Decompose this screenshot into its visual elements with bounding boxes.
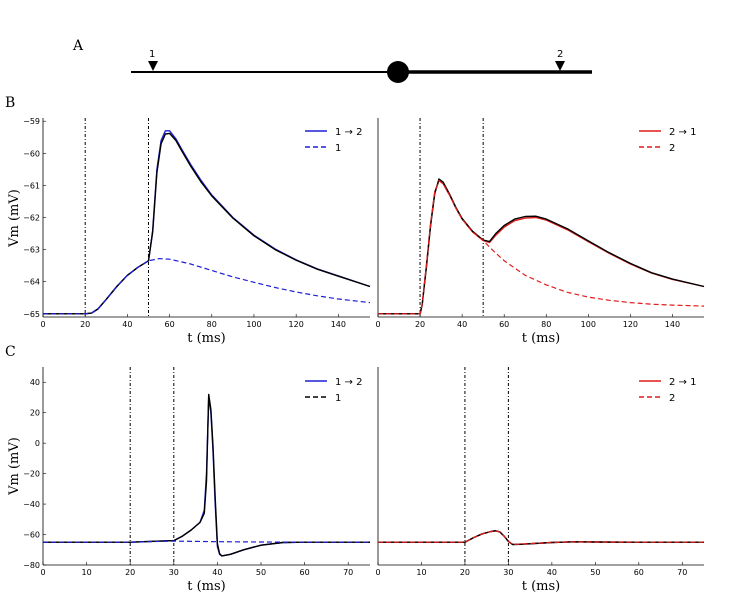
y-tick-label: −59 bbox=[23, 117, 40, 126]
chart-B-right: 0 20 40 60 80 100 120 140 2 → 1 2 t (ms) bbox=[375, 118, 705, 346]
series-line bbox=[378, 178, 705, 315]
y-tick-label: −60 bbox=[23, 531, 40, 540]
x-axis-label: t (ms) bbox=[187, 579, 226, 594]
panel-label-b: B bbox=[5, 95, 15, 111]
x-tick-label: 0 bbox=[375, 320, 380, 329]
chart-C-left: 0 10 20 30 40 50 60 70 −80 −60 −40 −20 0 20 40 1 → 2 1 t … bbox=[7, 367, 370, 594]
x-tick-label: 0 bbox=[40, 320, 45, 329]
x-tick-label: 10 bbox=[416, 568, 426, 577]
y-tick-label: −20 bbox=[23, 470, 40, 479]
series-line bbox=[378, 530, 704, 545]
x-tick-label: 50 bbox=[590, 568, 600, 577]
legend-label: 2 → 1 bbox=[669, 127, 696, 138]
legend-label: 2 bbox=[669, 393, 675, 404]
y-tick-label: −62 bbox=[23, 214, 40, 223]
legend-label: 2 → 1 bbox=[669, 377, 696, 388]
chart-C-right: 0 10 20 30 40 50 60 70 2 → 1 2 t (ms) bbox=[375, 367, 704, 594]
x-tick-label: 20 bbox=[80, 320, 90, 329]
x-tick-label: 100 bbox=[246, 320, 261, 329]
x-tick-label: 20 bbox=[460, 568, 470, 577]
x-tick-label: 70 bbox=[677, 568, 687, 577]
site-1-marker bbox=[148, 61, 158, 71]
x-tick-label: 60 bbox=[499, 320, 509, 329]
site-1-label: 1 bbox=[149, 49, 155, 60]
x-tick-label: 30 bbox=[503, 568, 513, 577]
y-tick-label: 20 bbox=[30, 409, 40, 418]
x-tick-label: 20 bbox=[415, 320, 425, 329]
x-axis-label: t (ms) bbox=[187, 331, 226, 346]
y-axis-label: Vm (mV) bbox=[7, 189, 22, 248]
x-tick-label: 60 bbox=[300, 568, 310, 577]
x-tick-label: 50 bbox=[256, 568, 266, 577]
legend-label: 1 → 2 bbox=[335, 377, 362, 388]
plots: 0 20 40 60 80 100 120 140−65−64−63−62−61−60−591… bbox=[7, 117, 705, 594]
x-tick-label: 10 bbox=[82, 568, 92, 577]
x-tick-label: 40 bbox=[122, 320, 132, 329]
x-tick-label: 140 bbox=[331, 320, 346, 329]
x-tick-label: 70 bbox=[343, 568, 353, 577]
x-tick-label: 100 bbox=[581, 320, 596, 329]
site-2-marker bbox=[555, 61, 565, 71]
series-line bbox=[43, 540, 370, 543]
legend-label: 2 bbox=[669, 143, 675, 154]
x-tick-label: 0 bbox=[40, 568, 45, 577]
x-tick-label: 0 bbox=[375, 568, 380, 577]
series-line bbox=[43, 132, 371, 315]
y-tick-label: −61 bbox=[23, 181, 40, 190]
x-tick-label: 40 bbox=[457, 320, 467, 329]
legend-label: 1 → 2 bbox=[335, 127, 362, 138]
panel-label-c: C bbox=[5, 344, 16, 360]
x-tick-label: 120 bbox=[289, 320, 304, 329]
y-tick-label: −80 bbox=[23, 561, 40, 570]
chart-B-left: 0 20 40 60 80 100 120 140 −65 −64 −63 −62 −61 −60 −59 1… bbox=[7, 117, 371, 346]
x-tick-label: 20 bbox=[125, 568, 135, 577]
y-tick-label: −65 bbox=[23, 310, 40, 319]
x-tick-label: 40 bbox=[212, 568, 222, 577]
x-tick-label: 60 bbox=[164, 320, 174, 329]
series-line bbox=[43, 393, 370, 557]
y-axis-label: Vm (mV) bbox=[7, 437, 22, 496]
x-tick-label: 40 bbox=[547, 568, 557, 577]
y-tick-label: −60 bbox=[23, 149, 40, 158]
x-tick-label: 30 bbox=[169, 568, 179, 577]
series-line bbox=[43, 258, 371, 315]
x-tick-label: 60 bbox=[634, 568, 644, 577]
x-tick-label: 120 bbox=[623, 320, 638, 329]
x-tick-label: 80 bbox=[541, 320, 551, 329]
site-2-label: 2 bbox=[557, 49, 563, 60]
x-axis-label: t (ms) bbox=[522, 579, 561, 594]
y-tick-label: 0 bbox=[35, 439, 40, 448]
x-tick-label: 140 bbox=[665, 320, 680, 329]
y-tick-label: −63 bbox=[23, 246, 40, 255]
series-line bbox=[378, 180, 705, 315]
legend-label: 1 bbox=[335, 393, 341, 404]
y-tick-label: −40 bbox=[23, 500, 40, 509]
y-tick-label: 40 bbox=[30, 378, 40, 387]
y-tick-label: −64 bbox=[23, 278, 40, 287]
x-tick-label: 80 bbox=[207, 320, 217, 329]
x-axis-label: t (ms) bbox=[522, 331, 561, 346]
series-line bbox=[378, 179, 705, 315]
series-line bbox=[43, 130, 371, 315]
panel-label-a: A bbox=[72, 38, 84, 54]
soma bbox=[387, 61, 409, 83]
legend-label: 1 bbox=[335, 143, 341, 154]
